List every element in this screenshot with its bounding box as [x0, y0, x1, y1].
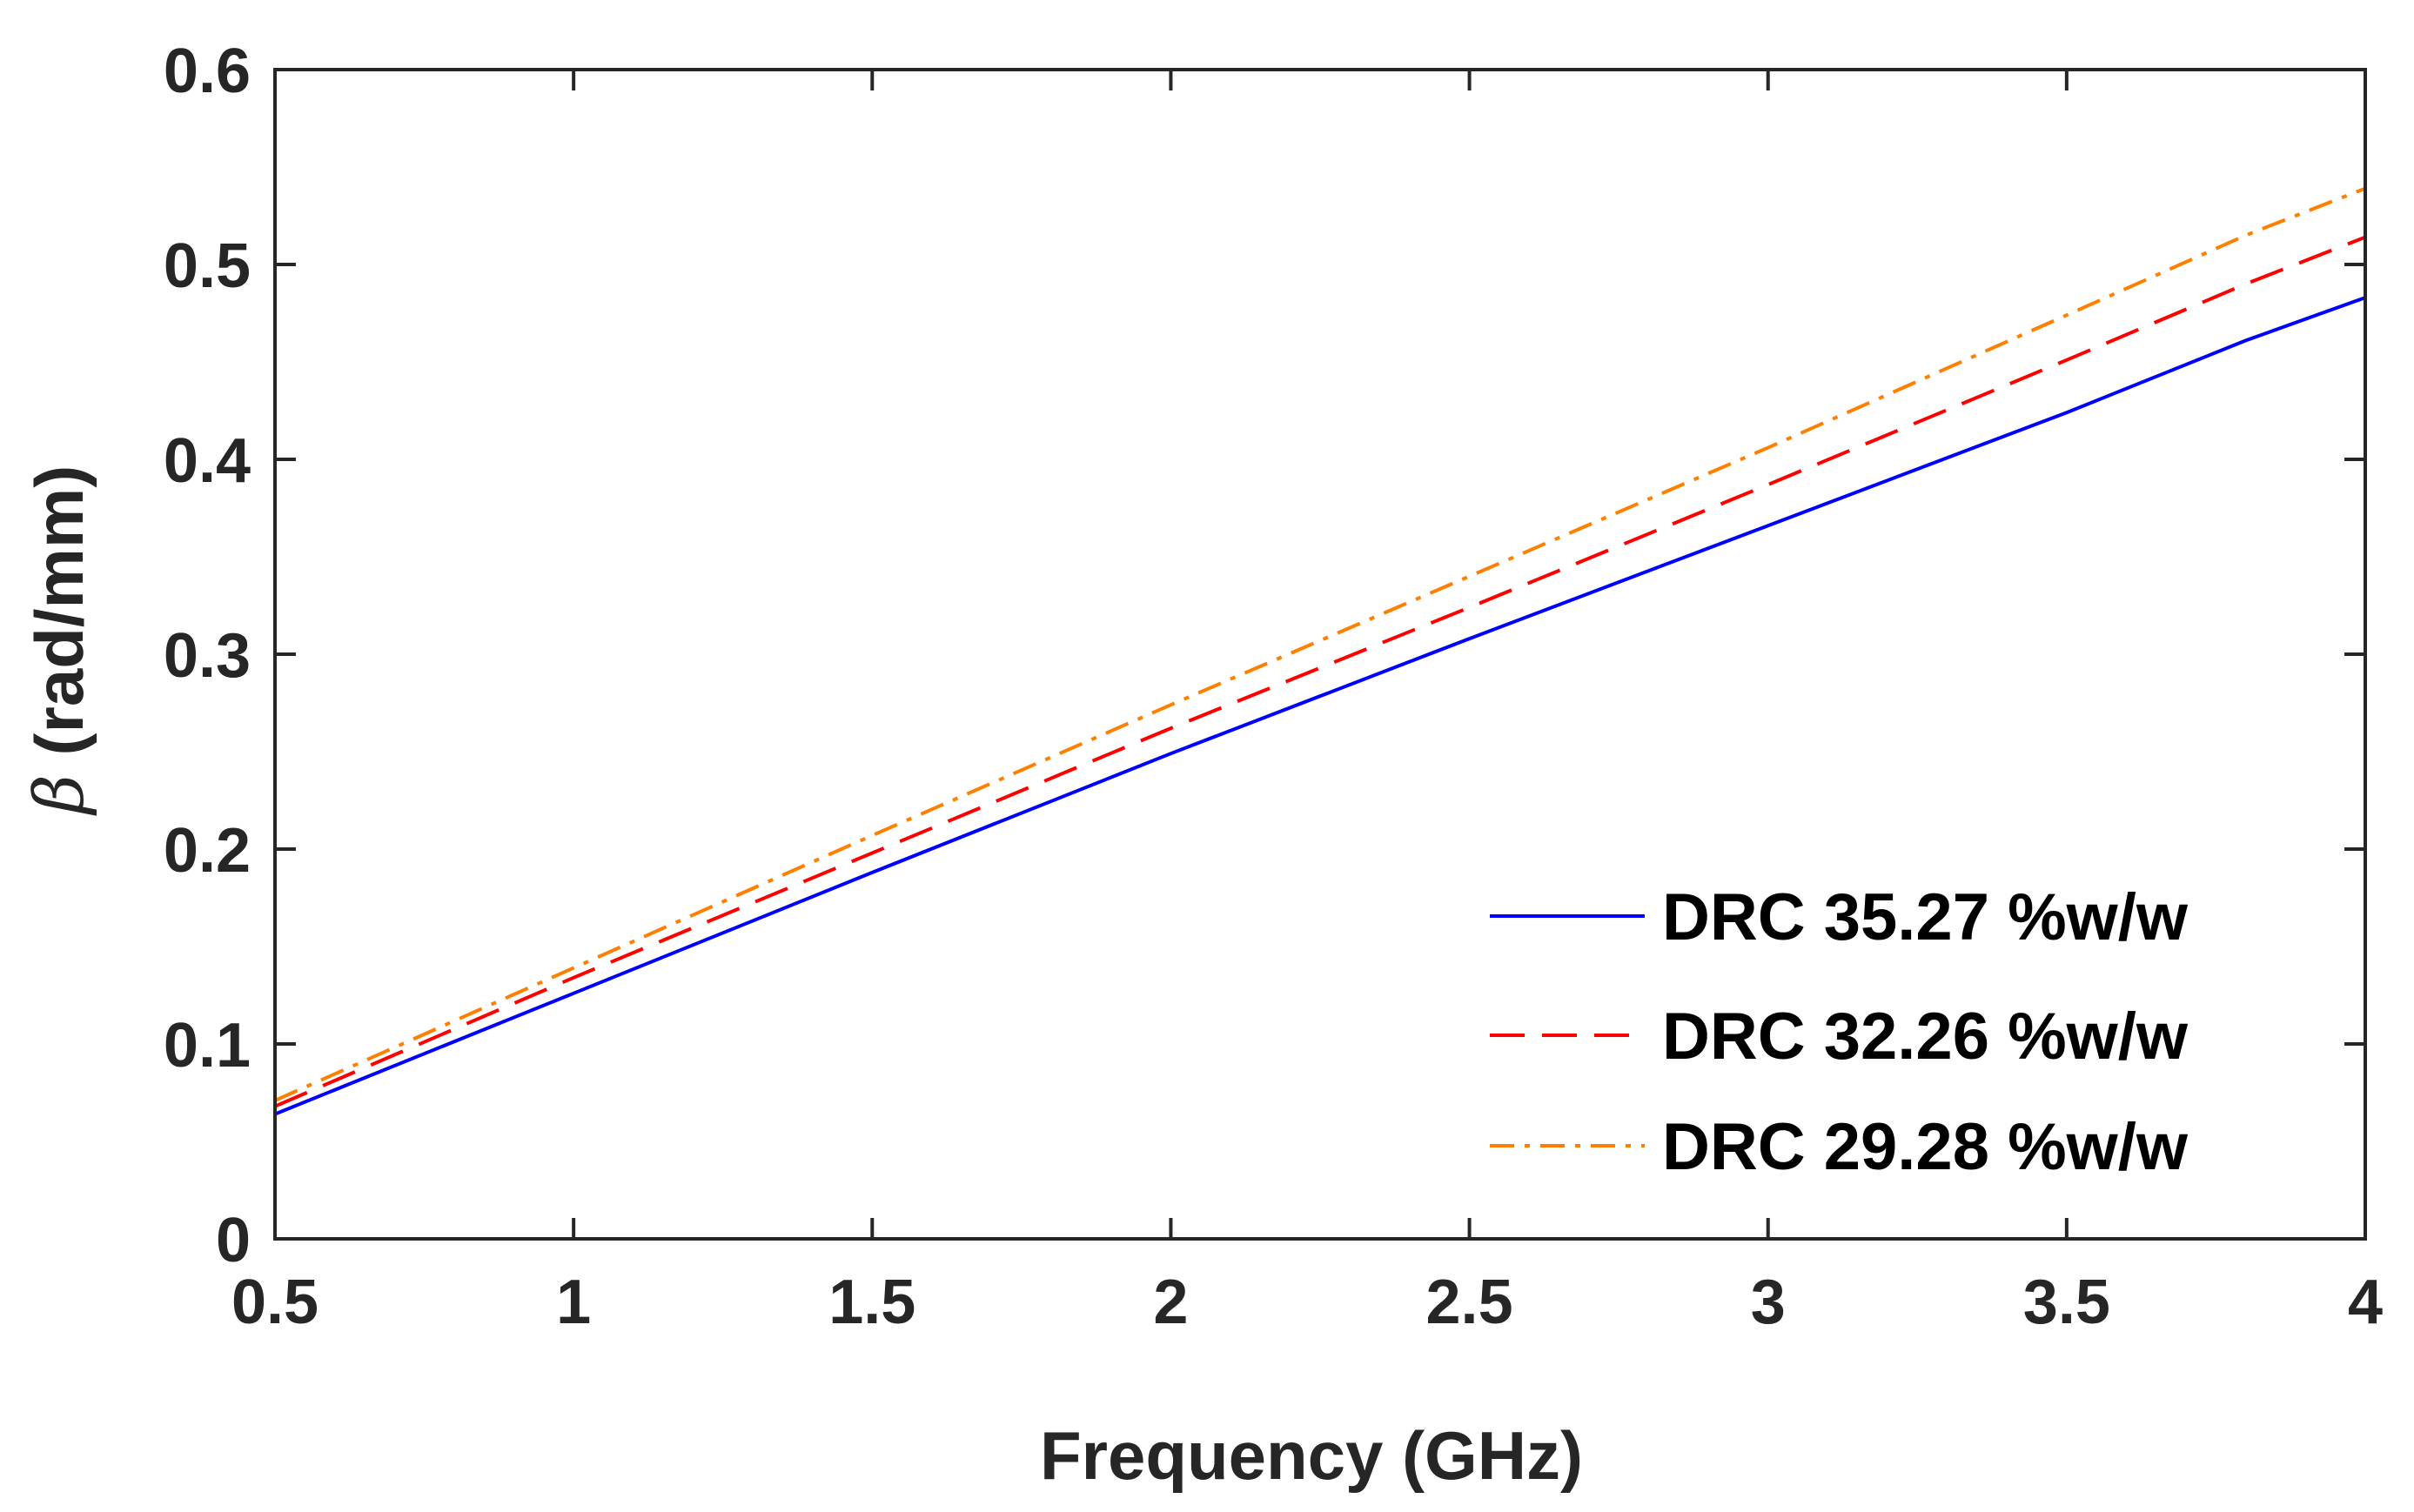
legend: DRC 35.27 %w/w DRC 32.26 %w/w DRC 29.28 %w…: [1490, 880, 2189, 1184]
x-axis-label: Frequency (GHz): [1040, 1417, 1583, 1494]
y-tick-label: 0.5: [164, 231, 251, 301]
x-tick-label: 1: [556, 1268, 591, 1337]
x-tick-label: 3: [1751, 1268, 1786, 1337]
series-line-1: [274, 296, 2366, 1116]
y-axis-label-text: (rad/mm): [21, 465, 97, 774]
x-tick-label: 2: [1153, 1268, 1188, 1337]
y-tick-label: 0: [216, 1206, 251, 1275]
y-tick-label: 0.3: [164, 621, 251, 691]
y-tick-label: 0.4: [164, 426, 251, 496]
legend-label-2: DRC 32.26 %w/w: [1662, 1000, 2189, 1074]
x-tick-label: 4: [2348, 1268, 2383, 1337]
series-line-3: [274, 186, 2366, 1102]
y-tick-label: 0.2: [164, 816, 251, 886]
series-layer: [274, 186, 2366, 1116]
x-tick-label: 2.5: [1426, 1268, 1513, 1337]
y-tick-label: 0.1: [164, 1011, 251, 1080]
legend-label-3: DRC 29.28 %w/w: [1662, 1110, 2189, 1184]
y-axis-label-symbol: β: [21, 774, 99, 816]
x-tick-label: 3.5: [2023, 1268, 2110, 1337]
x-tick-label: 0.5: [231, 1268, 319, 1337]
y-tick-label: 0.6: [164, 37, 251, 106]
ticks-layer: 0.5 1 1.5 2 2.5 3 3.5 4 0 0.1 0.2 0.3 0.4 0.5 0.6: [164, 37, 2383, 1337]
x-tick-label: 1.5: [828, 1268, 915, 1337]
series-line-2: [274, 235, 2366, 1108]
legend-label-1: DRC 35.27 %w/w: [1662, 880, 2189, 954]
y-axis-label: β (rad/mm): [21, 465, 99, 816]
